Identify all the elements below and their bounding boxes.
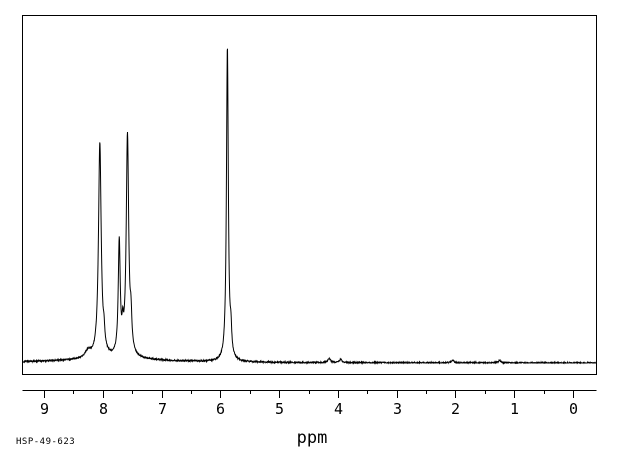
x-tick-label-4: 4 bbox=[334, 400, 343, 418]
x-axis-minor-ticks bbox=[73, 390, 545, 394]
x-tick-label-1: 1 bbox=[510, 400, 519, 418]
x-tick-label-7: 7 bbox=[158, 400, 167, 418]
x-axis-title: ppm bbox=[297, 428, 328, 448]
x-tick-label-8: 8 bbox=[99, 400, 108, 418]
x-tick-label-9: 9 bbox=[40, 400, 49, 418]
sample-id-label: HSP-49-623 bbox=[16, 437, 75, 447]
x-tick-label-2: 2 bbox=[451, 400, 460, 418]
x-tick-label-5: 5 bbox=[275, 400, 284, 418]
spectrum-trace bbox=[22, 48, 597, 365]
x-tick-label-3: 3 bbox=[393, 400, 402, 418]
plot-frame bbox=[22, 15, 597, 375]
x-axis-major-ticks bbox=[44, 390, 574, 398]
x-tick-label-0: 0 bbox=[569, 400, 578, 418]
x-tick-label-6: 6 bbox=[216, 400, 225, 418]
x-axis-tick-labels: 9 8 7 6 5 4 3 2 1 0 bbox=[40, 400, 578, 418]
